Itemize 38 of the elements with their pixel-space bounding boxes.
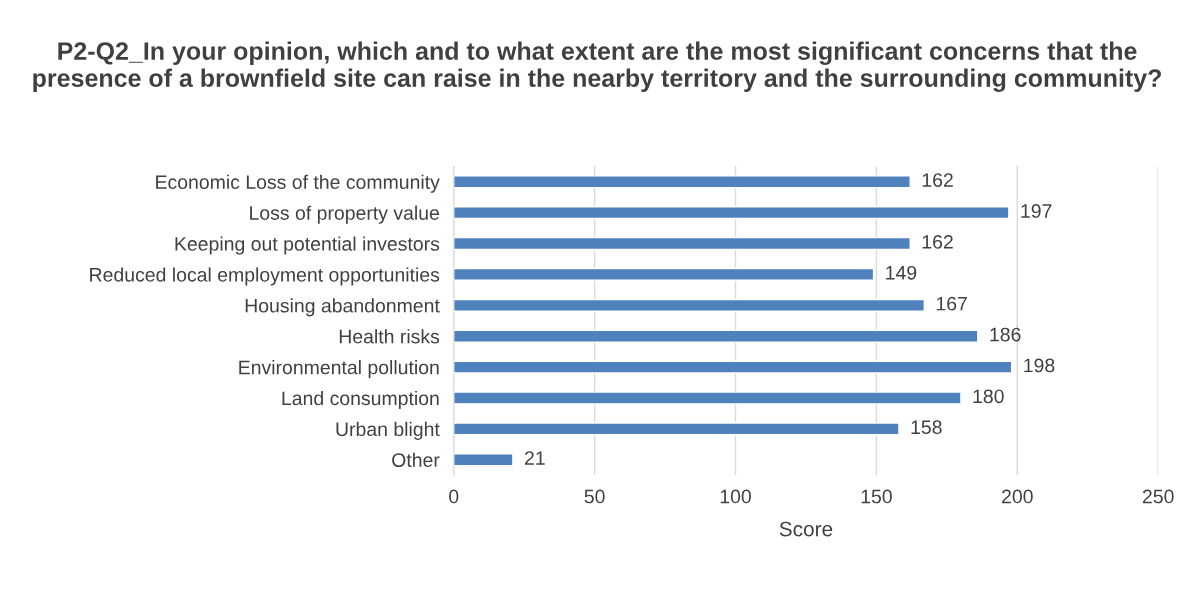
data-label: 162 xyxy=(922,234,953,249)
data-label: 158 xyxy=(911,420,942,435)
x-tick-label: 50 xyxy=(584,489,605,504)
y-tick-label: Urban blight xyxy=(336,421,440,440)
bar xyxy=(453,453,514,467)
data-label: 167 xyxy=(936,296,967,311)
bar xyxy=(453,329,979,343)
bar xyxy=(453,267,875,281)
y-tick-label: Economic Loss of the community xyxy=(156,174,440,193)
y-tick-label: Housing abandonment xyxy=(245,298,440,317)
data-label: 162 xyxy=(922,173,953,187)
data-label: 197 xyxy=(1021,204,1052,218)
x-tick-label: 100 xyxy=(720,489,751,504)
x-tick-label: 150 xyxy=(861,489,892,504)
bar xyxy=(453,298,925,312)
y-tick-label: Other xyxy=(392,452,440,467)
bar xyxy=(453,391,962,405)
y-tick-label: Health risks xyxy=(339,329,440,344)
data-label: 149 xyxy=(886,265,917,280)
x-axis-title: Score xyxy=(779,521,833,537)
x-tick-label: 200 xyxy=(1002,489,1033,504)
y-tick-label: Keeping out potential investors xyxy=(175,236,440,255)
x-tick-label: 250 xyxy=(1142,489,1174,504)
y-tick-label: Environmental pollution xyxy=(239,360,439,379)
bar xyxy=(453,206,1010,220)
x-tick-label: 0 xyxy=(449,489,459,504)
data-label: 180 xyxy=(973,389,1004,404)
data-label: 198 xyxy=(1024,358,1055,373)
y-tick-label: Loss of property value xyxy=(250,205,439,224)
bar xyxy=(453,175,911,189)
y-tick-label: Land consumption xyxy=(282,390,439,410)
chart-title: P2-Q2_In your opinion, which and to what extent are the most significant concerns that the presence of a brownfield site can raise in the nearby territory and the surrounding community? xyxy=(33,41,1161,93)
bar xyxy=(453,236,911,251)
bar xyxy=(453,422,900,436)
data-label: 21 xyxy=(524,451,545,465)
bar xyxy=(453,360,1013,374)
data-label: 186 xyxy=(990,327,1021,342)
y-tick-label: Reduced local employment opportunities xyxy=(90,267,440,286)
